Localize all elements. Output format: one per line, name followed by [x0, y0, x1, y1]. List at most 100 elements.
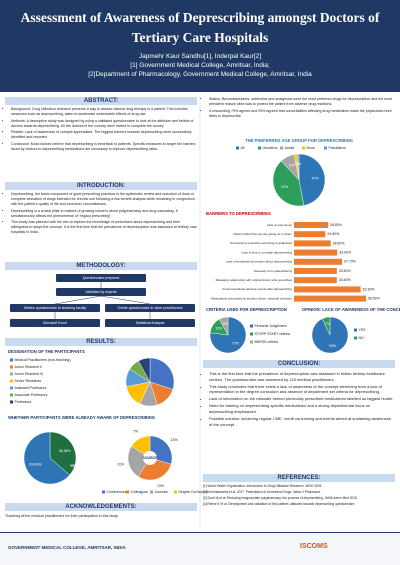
bar [294, 268, 337, 274]
legend-label: None [307, 146, 315, 150]
legend-label: Associate Professors [15, 393, 48, 397]
arrow [100, 295, 151, 305]
bar [294, 286, 361, 293]
pie-slice [272, 160, 305, 207]
title: Assessment of Awareness of Deprescribing… [20, 10, 380, 45]
slice-label: 13% [157, 484, 164, 488]
legend-swatch [250, 340, 253, 344]
list-item: [4] Reeve E et al. Development and valid… [203, 501, 356, 506]
legend-label: Personal Judgement [255, 324, 287, 328]
slice-label: 15% [215, 327, 222, 331]
legend-label: Junior Resident III [15, 372, 43, 376]
slice-label: 36.36% [59, 449, 71, 453]
legend-label: Assistant Professors [15, 386, 47, 390]
acknowledgements: Thanking all the medical practitioners f… [5, 514, 119, 518]
references: [1] World Health Organization. Introduct… [203, 484, 395, 508]
pie-slice [23, 431, 70, 485]
slice-label: 63.64% [29, 463, 41, 467]
list: Background: Drug utilization research pr… [5, 107, 197, 152]
flow-box [10, 304, 100, 312]
legend-label: Junior Resident II [15, 365, 42, 369]
pie-slice [219, 316, 229, 336]
legend-swatch [280, 146, 283, 150]
pie-slice [298, 153, 326, 206]
section-heading: CONCLUSION: [203, 360, 395, 368]
legend-label: Journals [155, 490, 168, 494]
slice-label: 11% [117, 462, 124, 466]
legend-swatch [10, 379, 13, 383]
pie-slice [322, 316, 331, 336]
slice-label: 7% [133, 430, 138, 434]
list-item: [3] Scott IA et al. Reducing inappropria… [203, 495, 358, 500]
bar [294, 258, 343, 265]
bar-label: Concerned about adverse events after dep… [222, 287, 292, 291]
value-label: 33.90% [339, 251, 351, 255]
legend-label: Geriatrics [263, 146, 278, 150]
flow-box [105, 304, 195, 312]
legend-label: NO [359, 336, 365, 340]
list-item: [2] Krishnaswamy et al. 2017. Prescripti… [203, 489, 321, 494]
flow-box [10, 319, 100, 327]
institution: GOVERNMENT MEDICAL COLLEGE, AMRITSAR, IN… [8, 545, 126, 550]
list-item: This study concludes that there exists a… [209, 384, 395, 395]
section-heading: ABSTRACT: [5, 97, 197, 105]
legend-swatch [236, 146, 239, 150]
legend-label: Degree Curriculum [179, 490, 208, 494]
list-item: Deprescribing, the basic component of go… [11, 192, 197, 207]
slice-label: 2% [294, 162, 299, 166]
legend-swatch [174, 490, 177, 494]
legend-swatch [10, 372, 13, 376]
list-item: This is the first time that the prevalen… [209, 371, 395, 382]
value-label: 33.60% [339, 269, 351, 273]
legend-swatch [250, 332, 253, 336]
chart-title: CRITERIA USED FOR DEPRESCRIPTION [206, 307, 287, 312]
chart-title: OPINION: LACK OF AWARENESS OF THE CONCEP… [302, 307, 400, 312]
flow-label: Online questionnaire to other practition… [118, 306, 183, 310]
pie-center [143, 451, 157, 465]
flow-label: Statistical Analysis [136, 321, 165, 325]
legend-swatch [150, 490, 153, 494]
section-heading: INTRODUCTION: [5, 182, 197, 190]
slice-label: 7% [325, 322, 330, 326]
bar-label: Lack of time to consider deprescribing [241, 250, 292, 254]
pie-slice [149, 357, 175, 390]
introduction: Deprescribing, the basic component of go… [5, 192, 197, 237]
header: Assessment of Awareness of Deprescribing… [0, 0, 400, 92]
center-label: SOURCE [143, 456, 159, 460]
bar-label: Managing relationship with original doct… [216, 278, 293, 282]
chart-title: WHETHER PARTICIPANTS WERE ALREADY AWARE … [8, 415, 155, 420]
pie-slice [137, 457, 172, 481]
list: This is the first time that the prevalen… [203, 371, 395, 427]
value-label: 37.70% [344, 260, 356, 264]
pie-slice [138, 357, 151, 383]
bar-label: Lack of beneficial information about dep… [226, 260, 292, 264]
list-item: Deprescribing is a crucial pillar in mat… [11, 209, 197, 219]
list-item: Statins, Benzodiazepines, antibiotics an… [209, 97, 395, 107]
list-item: Lack of information on the rationale beh… [209, 396, 395, 402]
legend-swatch [126, 490, 129, 494]
flow-label: Microsoft Excel [43, 321, 67, 325]
legend-label: Medical Practitioners (non-teaching) [15, 358, 71, 362]
list-item: Methods: A descriptive study was designe… [11, 119, 197, 129]
legend-swatch [10, 393, 13, 397]
list-item: Background: Drug utilization research pr… [11, 107, 197, 117]
flow-box [56, 274, 146, 282]
list-item: Results: Lack of awareness of concept ap… [11, 130, 197, 140]
legend-swatch [10, 400, 13, 404]
slice-label: 93% [329, 344, 336, 348]
flow-label: Validated by experts [85, 290, 117, 294]
section-heading: RESULTS: [5, 338, 197, 346]
flow-label: Written questionnaire to teaching facult… [24, 306, 86, 310]
slice-label: 41% [281, 185, 288, 189]
list-item: A resounding 79% agreed and 93% agreed t… [209, 109, 395, 119]
legend-label: Professors [15, 400, 32, 404]
list-item: Possible solution: achieving regular CME… [209, 416, 395, 427]
legend-label: Senior Residents [15, 379, 42, 383]
bar [294, 249, 338, 256]
slice-label: 13% [171, 438, 178, 442]
legend-label: BEERS criteria [255, 340, 278, 344]
bar [294, 231, 326, 238]
value-label: 28.80% [333, 241, 345, 245]
slice-label: 77% [232, 341, 239, 345]
